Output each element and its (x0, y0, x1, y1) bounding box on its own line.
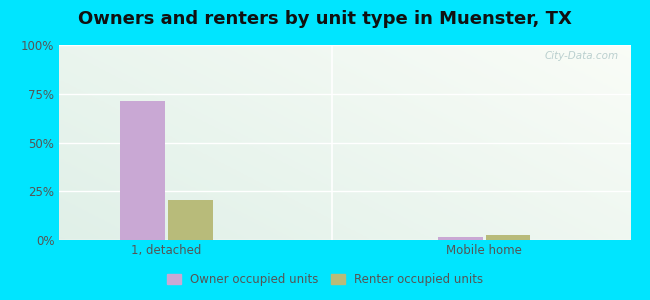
Bar (438, 237, 483, 240)
Bar (120, 100, 165, 240)
Bar (486, 235, 530, 240)
Text: Owners and renters by unit type in Muenster, TX: Owners and renters by unit type in Muens… (78, 11, 572, 28)
Legend: Owner occupied units, Renter occupied units: Owner occupied units, Renter occupied un… (162, 269, 488, 291)
Bar (168, 200, 213, 240)
Text: City-Data.com: City-Data.com (545, 51, 619, 61)
